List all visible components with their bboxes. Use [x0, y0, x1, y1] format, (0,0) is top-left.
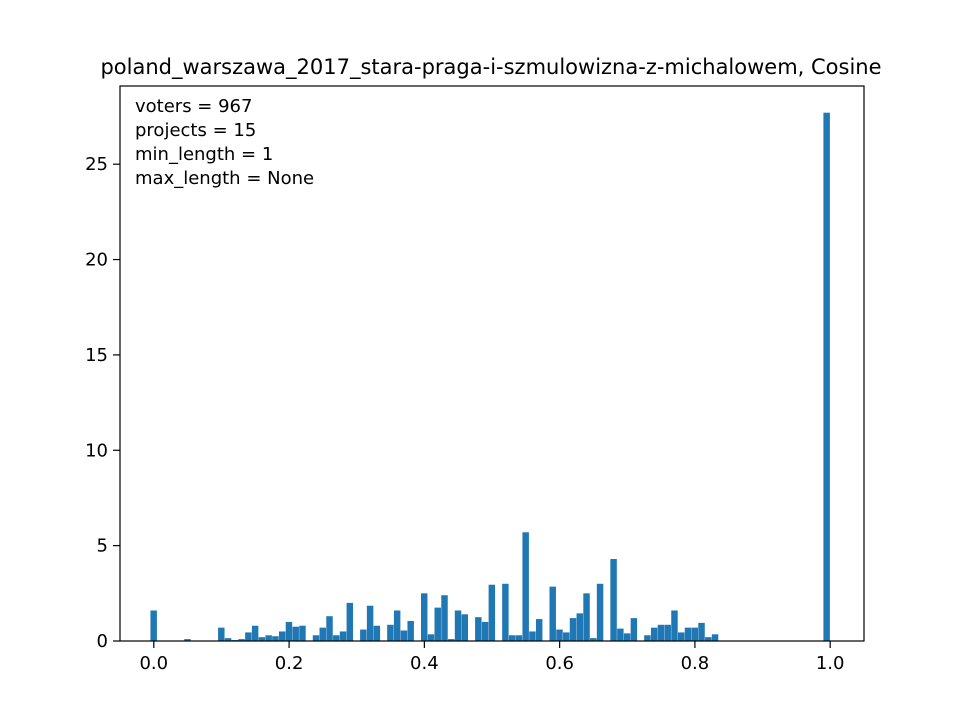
histogram-bar — [400, 630, 408, 641]
histogram-bar — [657, 624, 665, 641]
histogram-bar — [563, 632, 570, 641]
annotation-max-length: max_length = None — [135, 168, 314, 189]
histogram-bar — [427, 634, 435, 641]
x-tick-label: 0.8 — [681, 653, 710, 674]
histogram-bar — [488, 584, 496, 641]
y-tick-label: 10 — [85, 440, 108, 461]
histogram-bar — [502, 583, 509, 641]
histogram-bar — [671, 610, 678, 641]
histogram-bar — [630, 618, 638, 641]
histogram-bar — [299, 625, 306, 641]
histogram-bar — [650, 627, 658, 641]
bars-group — [150, 112, 830, 641]
histogram-bar — [245, 632, 252, 641]
x-axis: 0.0 0.2 0.4 0.6 0.8 1.0 — [139, 641, 845, 674]
histogram-bar — [312, 635, 320, 641]
histogram-bar — [711, 634, 719, 641]
histogram-bar — [265, 635, 272, 641]
histogram-bar — [184, 639, 191, 641]
annotation-projects: projects = 15 — [135, 120, 256, 141]
histogram-bar — [475, 617, 482, 641]
histogram-bar — [360, 629, 367, 641]
histogram-bar — [535, 619, 543, 641]
histogram-bar — [522, 532, 529, 641]
histogram-bar — [644, 635, 651, 641]
histogram-bar — [441, 595, 448, 641]
histogram-bar — [434, 607, 441, 641]
histogram-bar — [218, 627, 225, 641]
histogram-bar — [576, 613, 584, 641]
histogram-bar — [698, 622, 705, 641]
x-tick-label: 0.2 — [275, 653, 304, 674]
y-tick-label: 15 — [85, 345, 108, 366]
y-tick-label: 25 — [85, 154, 108, 175]
annotation-min-length: min_length = 1 — [135, 144, 273, 165]
histogram-bar — [454, 610, 462, 641]
histogram-bar — [569, 618, 577, 641]
histogram-bar — [823, 112, 830, 641]
histogram-bar — [691, 627, 698, 641]
histogram-bar — [407, 620, 414, 641]
x-tick-label: 0.0 — [139, 653, 168, 674]
histogram-bar — [285, 621, 293, 641]
y-tick-label: 20 — [85, 250, 108, 271]
histogram-bar — [684, 627, 692, 641]
histogram-bar — [319, 627, 326, 641]
histogram-bar — [326, 616, 333, 641]
plot-frame — [119, 85, 865, 642]
histogram-bar — [346, 602, 354, 641]
histogram-bar — [583, 593, 590, 641]
histogram-bar — [150, 610, 157, 641]
histogram-bar — [623, 633, 631, 641]
x-tick-label: 0.6 — [545, 653, 574, 674]
y-tick-label: 0 — [97, 631, 108, 652]
x-tick-label: 1.0 — [816, 653, 845, 674]
annotation-voters: voters = 967 — [135, 96, 252, 117]
histogram-bar — [292, 626, 299, 641]
annotation-box: voters = 967 projects = 15 min_length = … — [135, 96, 314, 189]
x-tick-label: 0.4 — [410, 653, 439, 674]
histogram-bar — [278, 631, 286, 641]
histogram-bar — [556, 629, 563, 641]
histogram-bar — [333, 635, 340, 641]
histogram-bar — [664, 624, 671, 641]
histogram-bar — [461, 614, 469, 641]
y-tick-label: 5 — [97, 536, 108, 557]
histogram-bar — [420, 593, 428, 641]
chart-title: poland_warszawa_2017_stara-praga-i-szmul… — [100, 55, 881, 80]
histogram-bar — [272, 636, 279, 641]
histogram-bar — [590, 638, 597, 641]
histogram-bar — [610, 558, 617, 641]
histogram-bar — [678, 632, 685, 641]
histogram-bar — [238, 639, 245, 641]
histogram-bar — [366, 605, 374, 641]
y-axis: 0 5 10 15 20 25 — [85, 154, 120, 652]
histogram-bar — [393, 610, 401, 641]
histogram-bar — [373, 625, 381, 641]
histogram-bar — [258, 637, 266, 641]
histogram-bar — [529, 631, 536, 641]
histogram-bar — [387, 624, 394, 641]
histogram-bar — [596, 583, 604, 641]
histogram-bar — [251, 625, 259, 641]
histogram-bar — [549, 586, 556, 641]
histogram-bar — [481, 621, 489, 641]
histogram-bar — [339, 631, 347, 641]
histogram-bar — [705, 637, 712, 641]
histogram-bar — [617, 628, 624, 641]
histogram-bar — [508, 635, 516, 641]
histogram-bar — [448, 639, 455, 641]
histogram-bar — [515, 635, 523, 641]
histogram-bar — [224, 638, 232, 641]
